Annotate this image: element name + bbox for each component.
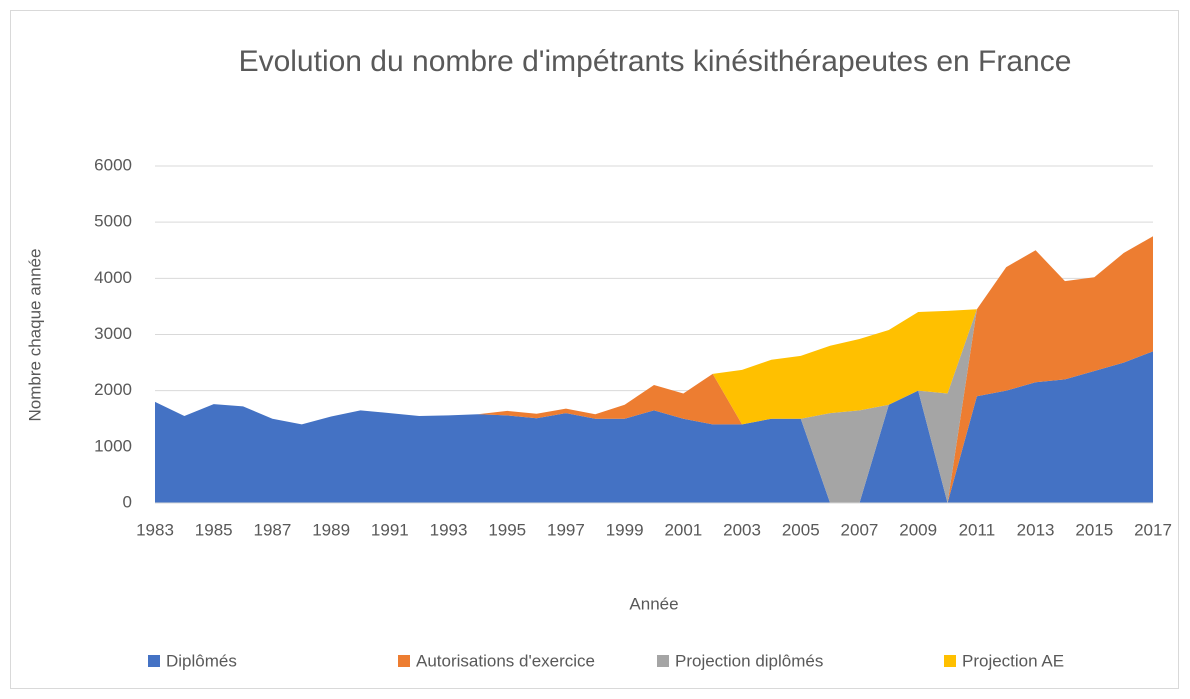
y-tick-label: 6000	[94, 155, 132, 174]
x-tick-label: 1995	[488, 520, 526, 539]
y-tick-label: 2000	[94, 380, 132, 399]
x-tick-label: 2005	[782, 520, 820, 539]
legend-label: Projection AE	[962, 651, 1064, 670]
legend-swatch	[148, 655, 160, 667]
legend-swatch	[944, 655, 956, 667]
x-tick-label: 2001	[664, 520, 702, 539]
x-tick-label: 1983	[136, 520, 174, 539]
y-tick-label: 0	[123, 492, 132, 511]
legend-label: Diplômés	[166, 651, 237, 670]
x-tick-label: 1997	[547, 520, 585, 539]
x-axis-title: Année	[629, 594, 678, 613]
y-tick-label: 3000	[94, 324, 132, 343]
y-tick-label: 1000	[94, 436, 132, 455]
chart-title: Evolution du nombre d'impétrants kinésit…	[238, 45, 1072, 78]
legend-label: Projection diplômés	[675, 651, 823, 670]
y-tick-label: 4000	[94, 268, 132, 287]
y-tick-label: 5000	[94, 212, 132, 231]
y-axis-title: Nombre chaque année	[25, 249, 44, 422]
x-tick-label: 2013	[1017, 520, 1055, 539]
x-tick-label: 2017	[1134, 520, 1172, 539]
x-tick-label: 1999	[606, 520, 644, 539]
x-tick-label: 2003	[723, 520, 761, 539]
area	[155, 236, 1153, 425]
x-tick-label: 1993	[430, 520, 468, 539]
x-tick-label: 2011	[959, 520, 996, 539]
x-tick-label: 1985	[195, 520, 233, 539]
area	[155, 351, 1153, 503]
x-tick-label: 2009	[899, 520, 937, 539]
x-tick-label: 1989	[312, 520, 350, 539]
x-tick-label: 2007	[841, 520, 879, 539]
legend-label: Autorisations d'exercice	[416, 651, 595, 670]
x-tick-label: 1987	[253, 520, 291, 539]
x-tick-label: 1991	[371, 520, 409, 539]
x-tick-label: 2015	[1075, 520, 1113, 539]
legend-swatch	[657, 655, 669, 667]
legend-swatch	[398, 655, 410, 667]
